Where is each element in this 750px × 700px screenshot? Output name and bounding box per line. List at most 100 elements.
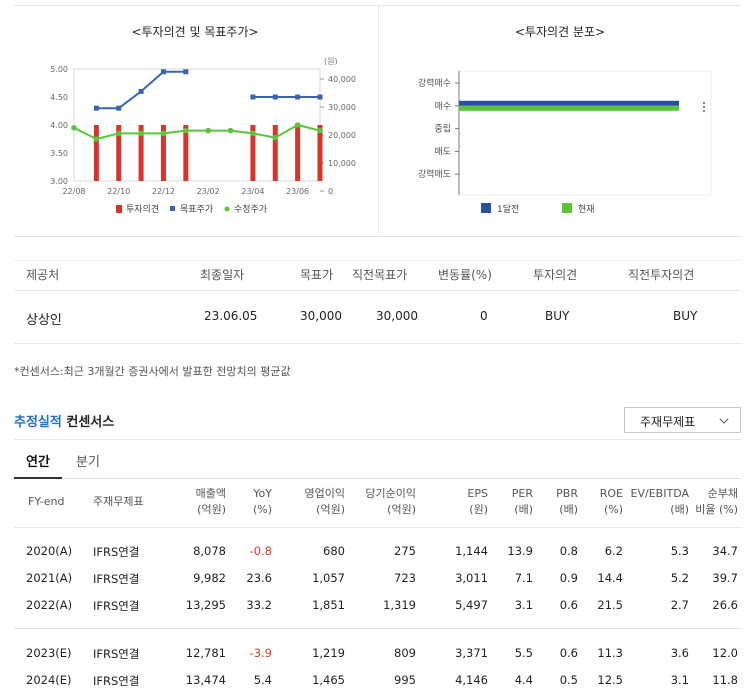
divider bbox=[14, 527, 741, 528]
plot-frame bbox=[73, 68, 321, 182]
fin-value-cell: 3,371 bbox=[455, 646, 488, 660]
fin-header-unit: (억원) bbox=[316, 503, 345, 516]
y-left-tick-label: 4.00 bbox=[50, 121, 68, 130]
fin-header-unit: (%) bbox=[252, 503, 272, 516]
divider bbox=[14, 343, 741, 344]
fin-value-cell: 23.6 bbox=[246, 571, 272, 585]
legend-label: 투자의견 bbox=[126, 203, 159, 215]
category-label: 중립 bbox=[434, 124, 451, 135]
fin-value-cell: 21.5 bbox=[597, 598, 623, 612]
fin-header-label: 순부채 bbox=[707, 487, 738, 500]
fin-value-cell: 39.7 bbox=[712, 571, 738, 585]
fin-value-cell: 33.2 bbox=[246, 598, 272, 612]
fin-value-cell: 3.1 bbox=[670, 673, 689, 687]
x-tick-label: 23/02 bbox=[197, 187, 220, 196]
fin-header-label: EPS bbox=[467, 487, 488, 500]
consensus-cell: 30,000 bbox=[300, 309, 342, 323]
fin-value-cell: 3.1 bbox=[514, 598, 533, 612]
more-dots bbox=[703, 102, 705, 104]
target-price-point bbox=[317, 94, 323, 100]
y-right-tick-label: 0 bbox=[328, 187, 333, 196]
tab-annual[interactable]: 연간 bbox=[26, 455, 50, 470]
target-price-point bbox=[160, 69, 166, 75]
fin-header-unit: (원) bbox=[469, 503, 488, 516]
category-label: 매수 bbox=[434, 101, 451, 112]
fin-value-cell: 1,219 bbox=[312, 646, 345, 660]
target-price-point bbox=[93, 105, 99, 111]
fin-header-label: EV/EBITDA bbox=[630, 487, 689, 500]
target-price-point bbox=[183, 69, 189, 75]
adjusted-price-point bbox=[317, 127, 323, 134]
x-tick-label: 23/06 bbox=[286, 187, 309, 196]
distribution-bar bbox=[459, 105, 679, 111]
more-dots bbox=[703, 106, 705, 108]
consensus-footnote: *컨센서스:최근 3개월간 증권사에서 발표한 전망치의 평균값 bbox=[14, 365, 291, 378]
x-tick-label: 22/12 bbox=[152, 187, 175, 196]
left-chart-title: <투자의견 및 목표주가> bbox=[131, 25, 259, 39]
fin-value-cell: 6.2 bbox=[604, 544, 623, 558]
fin-header-unit: (배) bbox=[670, 503, 689, 516]
adjusted-price-point bbox=[183, 127, 189, 134]
fin-value-cell: 0.8 bbox=[559, 544, 578, 558]
fin-header-cell: YoY (%) bbox=[253, 486, 272, 518]
divider bbox=[14, 439, 741, 440]
opinion-bar bbox=[93, 125, 99, 181]
fin-header-label: PBR bbox=[556, 487, 578, 500]
y-left-tick-label: 3.50 bbox=[50, 149, 68, 158]
opinion-bar bbox=[160, 125, 166, 181]
fin-value-cell: 0.9 bbox=[559, 571, 578, 585]
adjusted-price-point bbox=[205, 127, 211, 134]
x-tick-label: 22/10 bbox=[107, 187, 130, 196]
opinion-bar bbox=[116, 125, 122, 181]
divider bbox=[14, 260, 741, 261]
consensus-header-cell: 목표가 bbox=[300, 268, 334, 282]
legend-swatch bbox=[481, 203, 491, 213]
fin-value-cell: 12.5 bbox=[597, 673, 623, 687]
statement-type-select[interactable]: 주재무제표 bbox=[624, 407, 741, 433]
fin-header-cell: EV/EBITDA (배) bbox=[631, 486, 689, 518]
fin-value-cell: 5.2 bbox=[670, 571, 689, 585]
fin-value-cell: 1,851 bbox=[312, 598, 345, 612]
opinion-bar bbox=[295, 125, 301, 181]
tab-quarter[interactable]: 분기 bbox=[76, 455, 100, 470]
fin-value-cell: 12.0 bbox=[712, 646, 738, 660]
fin-year-cell: 2023(E) bbox=[26, 646, 72, 660]
fin-value-cell: -0.8 bbox=[249, 544, 272, 558]
fin-value-cell: 7.1 bbox=[514, 571, 533, 585]
fin-value-cell: 1,319 bbox=[383, 598, 416, 612]
right-chart-title: <투자의견 분포> bbox=[514, 25, 606, 39]
consensus-header-cell: 투자의견 bbox=[533, 268, 578, 282]
legend-label: 1달전 bbox=[497, 203, 519, 215]
y-right-tick-label: 10,000 bbox=[328, 159, 356, 168]
divider bbox=[14, 290, 741, 291]
fin-header-unit: 비율 (%) bbox=[695, 503, 738, 516]
adjusted-price-point bbox=[138, 130, 144, 137]
section-title: 추정실적 컨센서스 bbox=[14, 411, 114, 430]
y-right-tick-label: 20,000 bbox=[328, 131, 356, 140]
opinion-bar bbox=[138, 125, 144, 181]
fin-header-unit: (배) bbox=[514, 503, 533, 516]
fin-header-cell: 영업이익 (억원) bbox=[305, 486, 345, 518]
legend-swatch bbox=[224, 206, 230, 212]
divider bbox=[14, 236, 741, 237]
legend-swatch bbox=[562, 203, 572, 213]
legend-label: 수정주가 bbox=[234, 204, 267, 215]
fin-value-cell: 13,474 bbox=[185, 673, 226, 687]
adjusted-price-point bbox=[272, 134, 279, 141]
fin-value-cell: 4.4 bbox=[514, 673, 533, 687]
fin-header-label: YoY bbox=[253, 487, 272, 500]
fin-header-label: 당기순이익 bbox=[365, 487, 416, 500]
consensus-header-cell: 직전목표가 bbox=[352, 268, 408, 282]
fin-value-cell: 8,078 bbox=[193, 544, 226, 558]
chevron-down-icon bbox=[719, 414, 729, 424]
fin-header-unit: (억원) bbox=[387, 503, 416, 516]
fin-value-cell: 680 bbox=[323, 544, 345, 558]
fin-value-cell: 26.6 bbox=[712, 598, 738, 612]
legend-swatch bbox=[170, 206, 175, 211]
adjusted-price-point bbox=[227, 127, 234, 134]
fin-value-cell: IFRS연결 bbox=[93, 647, 140, 661]
fin-header-unit: (%) bbox=[603, 503, 623, 516]
divider bbox=[14, 478, 741, 479]
